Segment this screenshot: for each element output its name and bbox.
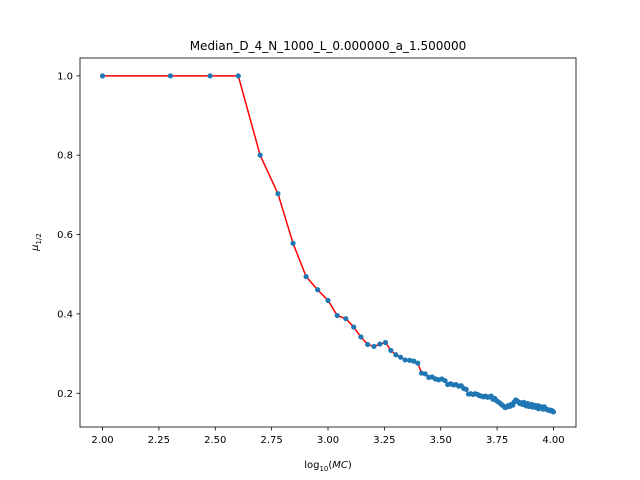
data-point (393, 352, 399, 358)
x-tick-label: 3.75 (486, 435, 508, 446)
y-axis-label: μ1/2 (30, 233, 43, 252)
data-point (365, 341, 371, 348)
data-point (351, 324, 357, 330)
y-axis-label-subscript: 1/2 (35, 233, 43, 244)
x-tick-label: 3.25 (373, 435, 395, 446)
data-point (334, 312, 340, 319)
x-axis-label-prefix: log (304, 460, 319, 471)
y-tick-label: 0.8 (57, 151, 73, 162)
data-point (257, 152, 263, 158)
data-point (99, 73, 106, 79)
x-tick-label: 3.00 (317, 435, 339, 446)
x-tick-label: 2.50 (204, 435, 226, 446)
plot-background (80, 58, 576, 427)
x-tick-label: 2.00 (91, 435, 113, 446)
data-point (463, 386, 469, 392)
y-axis-label-mu: μ (30, 244, 41, 251)
data-point (415, 360, 421, 366)
data-point (371, 343, 377, 350)
y-tick-label: 0.2 (57, 389, 73, 400)
data-point (207, 73, 213, 79)
data-point (358, 334, 364, 340)
chart-title: Median_D_4_N_1000_L_0.000000_a_1.500000 (190, 39, 467, 53)
x-tick-label: 2.25 (148, 435, 170, 446)
data-point (407, 357, 413, 363)
y-tick-label: 0.6 (57, 230, 73, 241)
y-tick-label: 1.0 (57, 71, 73, 82)
x-axis-label-subscript: 10 (319, 465, 328, 473)
data-point (382, 339, 389, 346)
data-point (377, 341, 383, 347)
data-point (235, 73, 241, 79)
x-tick-label: 4.00 (542, 435, 564, 446)
x-axis: 2.00 2.25 2.50 2.75 3.00 3.25 3.50 3.75 4.00 (91, 427, 565, 446)
x-tick-label: 3.50 (430, 435, 452, 446)
data-point (442, 377, 448, 384)
x-tick-label: 2.75 (261, 435, 283, 446)
data-point (550, 409, 557, 415)
x-axis-label: log10(MC) (304, 460, 352, 473)
y-axis: 0.2 0.4 0.6 0.8 1.0 (57, 71, 80, 400)
data-point (411, 358, 417, 364)
x-axis-label-variable: MC (332, 460, 348, 471)
y-tick-label: 0.4 (57, 309, 73, 320)
data-point (303, 274, 309, 280)
x-axis-label-open-paren: ( (328, 460, 332, 471)
data-point (402, 357, 408, 363)
marker-group (99, 73, 557, 415)
data-point (422, 371, 428, 377)
data-point (275, 191, 281, 197)
data-point (290, 240, 296, 246)
data-point (315, 287, 321, 293)
plot-area (79, 57, 577, 428)
data-point (397, 354, 404, 360)
x-axis-label-close-paren: ) (348, 460, 352, 471)
data-point (388, 347, 394, 354)
data-point (167, 73, 174, 79)
data-point (325, 297, 331, 304)
data-point (343, 316, 349, 322)
